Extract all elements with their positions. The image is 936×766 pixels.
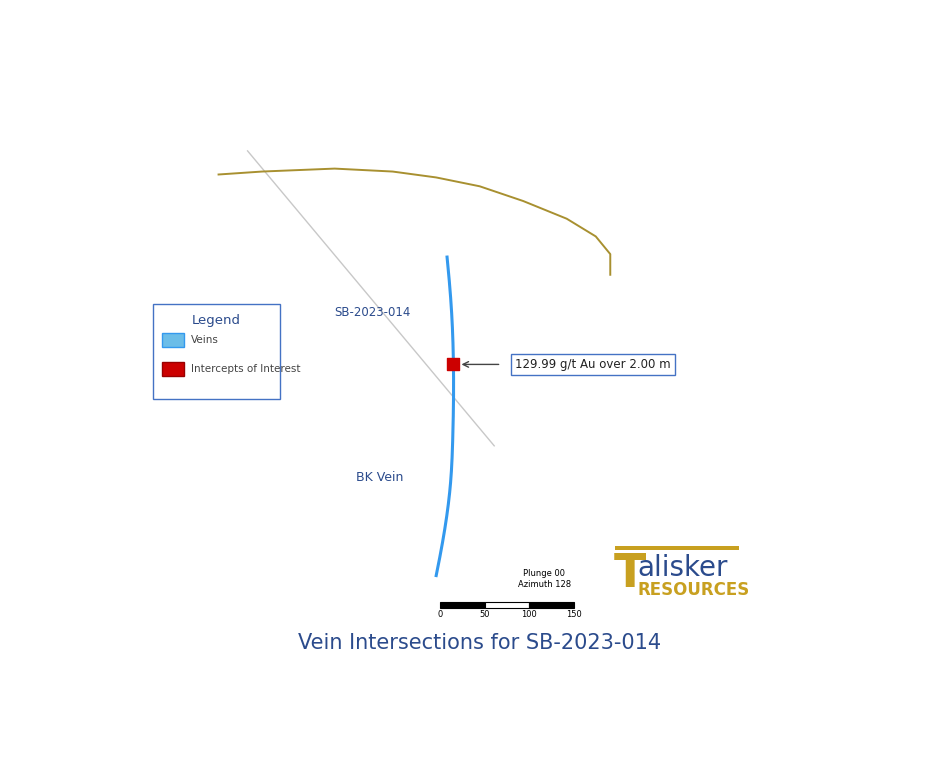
Bar xyxy=(154,304,280,398)
Text: T: T xyxy=(614,552,646,597)
Text: Plunge 00
Azimuth 128: Plunge 00 Azimuth 128 xyxy=(518,569,571,589)
Bar xyxy=(440,602,485,608)
Text: Intercepts of Interest: Intercepts of Interest xyxy=(191,364,300,374)
Text: BK Vein: BK Vein xyxy=(357,471,403,484)
Text: Vein Intersections for SB-2023-014: Vein Intersections for SB-2023-014 xyxy=(299,633,661,653)
Bar xyxy=(529,602,574,608)
Text: SB-2023-014: SB-2023-014 xyxy=(335,306,411,319)
Text: RESOURCES: RESOURCES xyxy=(637,581,750,600)
Text: 129.99 g/t Au over 2.00 m: 129.99 g/t Au over 2.00 m xyxy=(515,358,671,371)
Bar xyxy=(162,362,183,376)
Bar xyxy=(485,602,529,608)
Point xyxy=(446,358,461,371)
Text: alisker: alisker xyxy=(637,555,728,582)
Text: Veins: Veins xyxy=(191,335,219,345)
Text: 100: 100 xyxy=(521,610,537,619)
Text: 50: 50 xyxy=(479,610,490,619)
Text: 0: 0 xyxy=(437,610,443,619)
Text: 150: 150 xyxy=(566,610,582,619)
Text: Legend: Legend xyxy=(192,314,241,326)
Bar xyxy=(615,546,739,550)
Bar xyxy=(162,332,183,347)
